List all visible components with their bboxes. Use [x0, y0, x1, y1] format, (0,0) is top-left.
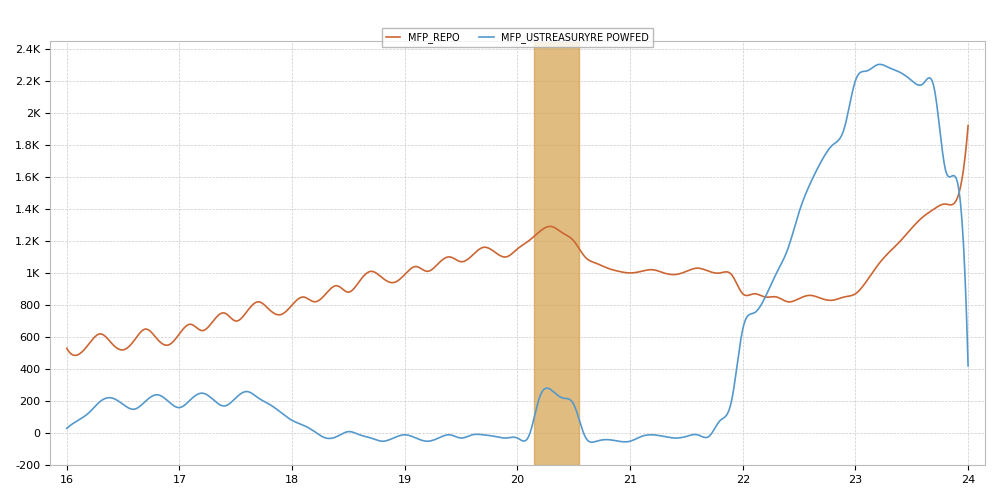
- MFP_USTREASURYRE POWFED: [962, 363, 974, 369]
- MFP_REPO: [664, 272, 676, 278]
- MFP_USTREASURYRE POWFED: [873, 62, 885, 68]
- MFP_USTREASURYRE POWFED: [292, 420, 304, 426]
- MFP_REPO: [70, 352, 82, 358]
- MFP_USTREASURYRE POWFED: [593, 438, 605, 444]
- MFP_REPO: [962, 122, 974, 128]
- Legend: MFP_REPO, MFP_USTREASURYRE POWFED: MFP_REPO, MFP_USTREASURYRE POWFED: [382, 28, 653, 47]
- MFP_REPO: [294, 295, 306, 301]
- MFP_REPO: [222, 312, 234, 318]
- MFP_USTREASURYRE POWFED: [469, 432, 481, 438]
- Line: MFP_USTREASURYRE POWFED: MFP_USTREASURYRE POWFED: [67, 64, 968, 442]
- MFP_USTREASURYRE POWFED: [586, 439, 598, 445]
- Line: MFP_REPO: MFP_REPO: [67, 126, 968, 356]
- Bar: [534, 40, 579, 466]
- MFP_REPO: [593, 262, 605, 268]
- MFP_REPO: [470, 249, 482, 255]
- MFP_USTREASURYRE POWFED: [664, 434, 676, 440]
- MFP_REPO: [741, 292, 753, 298]
- MFP_REPO: [61, 346, 73, 352]
- MFP_USTREASURYRE POWFED: [61, 426, 73, 432]
- MFP_USTREASURYRE POWFED: [220, 402, 232, 408]
- MFP_USTREASURYRE POWFED: [741, 314, 753, 320]
